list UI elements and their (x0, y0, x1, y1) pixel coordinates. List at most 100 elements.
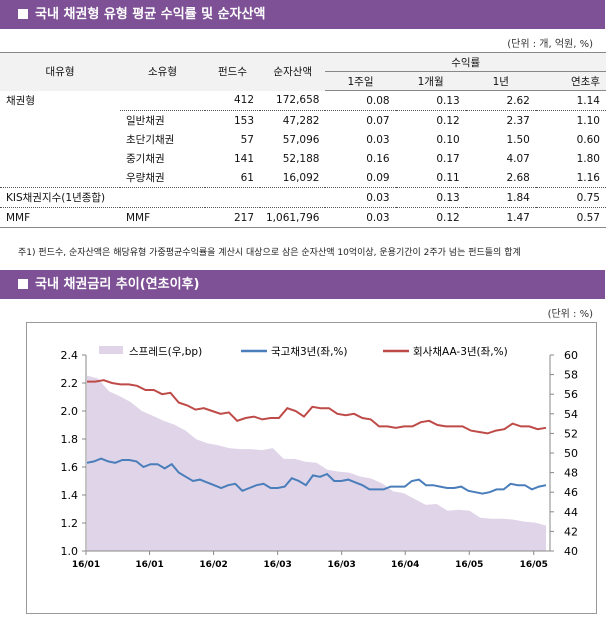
right-tick-label: 56 (564, 388, 578, 401)
left-tick-label: 2.0 (61, 405, 79, 418)
table-cell: 0.03 (325, 207, 396, 228)
x-tick-label: 16/05 (520, 560, 548, 570)
table-cell (120, 187, 205, 208)
right-tick-label: 48 (564, 467, 578, 480)
table-cell: 0.03 (366, 133, 390, 146)
table-cell: 0.13 (436, 94, 460, 107)
chart-frame: 1.0 1.2 1.4 1.6 1.8 2.0 2.2 2.4 40 42 44 46 48 50 52 54… (26, 322, 597, 614)
table-cell (0, 168, 120, 188)
table-row: 채권형 412 172,658 0.08 0.13 2.62 1.14 (0, 91, 606, 111)
table-cell: 61 (240, 171, 254, 184)
table-cell: 47,282 (260, 110, 326, 130)
table-cell (0, 149, 120, 168)
table-cell (0, 111, 120, 131)
series-spread-area (87, 375, 546, 551)
right-tick-label: 50 (564, 447, 578, 460)
table-cell: 2.37 (465, 110, 536, 130)
table-cell: 1.84 (465, 187, 536, 208)
table-cell (205, 187, 260, 208)
unit-label: (단위 : 개, 억원, %) (507, 39, 593, 50)
table-cell: 2.68 (506, 171, 530, 184)
table-row: 우량채권 61 16,092 0.09 0.11 2.68 1.16 (0, 168, 606, 188)
table-cell: 0.13 (395, 187, 466, 208)
section-header-bond-rates: 국내 채권금리 추이(연초이후) (0, 270, 605, 299)
table-cell: 4.07 (506, 152, 530, 165)
x-tick-label: 16/03 (263, 560, 291, 570)
legend-swatch (99, 346, 123, 354)
x-tick-label: 16/05 (455, 560, 483, 570)
table-cell: 153 (205, 110, 260, 130)
table-cell: 우량채권 (126, 172, 165, 184)
legend-label: 국고채3년(좌,%) (271, 346, 348, 358)
left-tick-label: 1.2 (61, 517, 79, 530)
left-tick-label: 2.4 (61, 349, 79, 362)
x-tick-label: 16/01 (135, 560, 163, 570)
footnote: 주1) 펀드수, 순자산액은 해당유형 가중평균수익률을 계산시 대상으로 삼은… (18, 248, 521, 258)
section-header-fund-returns: 국내 채권형 유형 평균 수익률 및 순자산액 (0, 0, 605, 29)
unit-label: (단위 : %) (547, 309, 593, 320)
table-cell: 1,061,796 (260, 207, 326, 228)
table-row: MMF MMF 217 1,061,796 0.03 0.12 1.47 0.57 (0, 207, 606, 228)
table-cell: 2.62 (506, 94, 530, 107)
right-tick-label: 54 (564, 408, 578, 421)
table-cell: 172,658 (276, 94, 320, 107)
x-tick-label: 16/02 (199, 560, 227, 570)
square-bullet-icon (18, 279, 28, 289)
right-tick-label: 44 (564, 506, 578, 519)
left-tick-label: 2.2 (61, 377, 79, 390)
legend-label: 회사채AA-3년(좌,%) (413, 346, 508, 358)
table-cell (260, 187, 326, 208)
section-title: 국내 채권금리 추이(연초이후) (35, 277, 200, 292)
table-cell: 16,092 (282, 171, 320, 184)
table-cell: 1.16 (576, 171, 600, 184)
table-cell: 1.50 (506, 133, 530, 146)
table-cell: 0.75 (535, 187, 606, 208)
series-line-2 (87, 379, 547, 435)
table-cell: MMF (120, 207, 205, 228)
table-cell: KIS채권지수(1년종합) (0, 187, 120, 208)
table-cell (0, 130, 120, 149)
right-tick-label: 58 (564, 369, 578, 382)
table-cell: 0.60 (576, 133, 600, 146)
table-cell: 57,096 (282, 133, 320, 146)
table-cell: 초단기채권 (126, 134, 175, 146)
bond-rate-chart: 1.0 1.2 1.4 1.6 1.8 2.0 2.2 2.4 40 42 44 46 48 50 52 54… (61, 346, 578, 570)
table-cell: 0.16 (366, 152, 390, 165)
x-tick-label: 16/01 (72, 560, 100, 570)
right-tick-label: 52 (564, 427, 578, 440)
col-minor: 소유형 (120, 52, 205, 91)
right-tick-label: 60 (564, 349, 578, 362)
right-tick-label: 40 (564, 545, 578, 558)
table-cell: 1.80 (576, 152, 600, 165)
table-cell: 중기채권 (126, 153, 165, 165)
table-cell: 채권형 (6, 95, 35, 107)
table-row: KIS채권지수(1년종합) 0.03 0.13 1.84 0.75 (0, 187, 606, 208)
table-cell: 0.11 (436, 171, 460, 184)
table-cell: 0.09 (366, 171, 390, 184)
table-cell: 일반채권 (120, 110, 205, 130)
right-tick-label: 46 (564, 486, 578, 499)
table-cell: 217 (205, 207, 260, 228)
table-cell: 57 (240, 133, 254, 146)
table-cell: 1.10 (535, 110, 606, 130)
table-cell: 52,188 (282, 152, 320, 165)
col-major: 대유형 (0, 52, 120, 91)
table-cell: MMF (0, 207, 120, 228)
right-tick-label: 42 (564, 525, 578, 538)
fund-returns-table: 대유형 소유형 펀드수 순자산액 수익률 1주일 1개월 1년 연초후 채권형 4… (0, 52, 606, 228)
left-tick-label: 1.4 (61, 489, 79, 502)
table-cell (120, 91, 205, 111)
left-tick-label: 1.8 (61, 433, 79, 446)
x-tick-label: 16/03 (327, 560, 355, 570)
table-cell: 0.07 (325, 110, 396, 130)
table-row: 중기채권 141 52,188 0.16 0.17 4.07 1.80 (0, 149, 606, 168)
table-cell: 0.10 (436, 133, 460, 146)
x-tick-label: 16/04 (391, 560, 419, 570)
col-1y: 1년 (465, 71, 536, 91)
legend-label: 스프레드(우,bp) (129, 346, 202, 358)
table-cell: 0.12 (395, 110, 466, 130)
left-tick-label: 1.0 (61, 545, 79, 558)
table-cell: 0.17 (436, 152, 460, 165)
col-1m: 1개월 (395, 71, 466, 91)
col-ytd: 연초후 (535, 71, 606, 91)
